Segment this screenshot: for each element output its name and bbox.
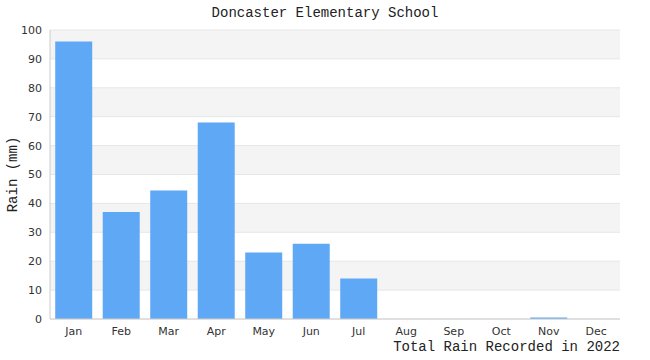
svg-text:Aug: Aug [396,325,417,338]
svg-text:70: 70 [28,111,42,124]
svg-text:May: May [252,325,275,338]
svg-text:80: 80 [28,82,42,95]
svg-text:50: 50 [28,168,42,181]
svg-text:Jan: Jan [64,325,82,338]
svg-text:Jun: Jun [302,325,320,338]
svg-text:Oct: Oct [492,325,512,338]
html-text:Doncaster Elementary School: Doncaster Elementary School [211,5,439,21]
svg-text:Sep: Sep [443,325,464,338]
svg-text:100: 100 [21,24,42,37]
html-text:Total Rain Recorded in 2022: Total Rain Recorded in 2022 [393,339,620,355]
svg-text:Jul: Jul [351,325,365,338]
svg-text:Rain (mm): Rain (mm) [8,137,21,213]
svg-text:30: 30 [28,226,42,239]
svg-text:40: 40 [28,197,42,210]
svg-text:0: 0 [35,313,42,326]
svg-text:Mar: Mar [158,325,179,338]
svg-text:Dec: Dec [586,325,607,338]
svg-text:Apr: Apr [207,325,227,338]
svg-text:60: 60 [28,140,42,153]
svg-text:20: 20 [28,255,42,268]
svg-text:Feb: Feb [112,325,131,338]
svg-text:10: 10 [28,284,42,297]
svg-text:90: 90 [28,53,42,66]
svg-text:Nov: Nov [538,325,560,338]
